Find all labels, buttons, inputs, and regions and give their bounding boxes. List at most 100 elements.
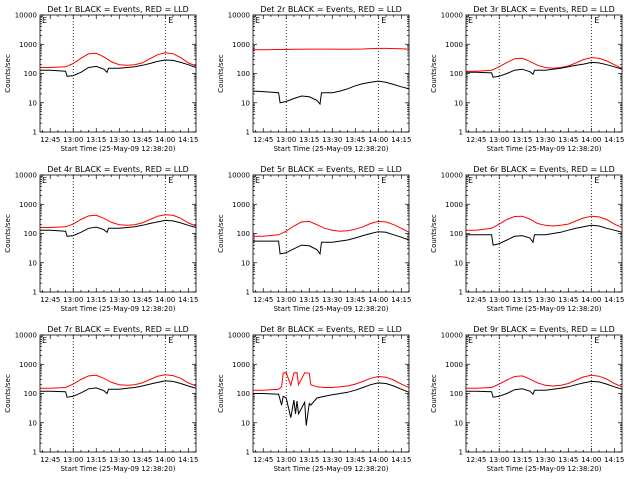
y-tick-label: 100 [24, 390, 37, 398]
x-tick-label: 13:00 [63, 456, 83, 464]
x-tick-label: 14:00 [368, 296, 388, 304]
y-tick-label: 10 [28, 419, 37, 427]
e-marker-1: E [255, 336, 260, 345]
x-tick-label: 13:30 [535, 296, 555, 304]
x-tick-label: 12:45 [253, 296, 273, 304]
y-axis-label: Counts/sec [4, 54, 12, 93]
panel-title: Det 1r BLACK = Events, RED = LLD [47, 5, 189, 14]
detector-panel-9: 1 10 100 1000 10000 12:45 13:00 13:15 13:30 13:45… [430, 325, 624, 473]
panel-title: Det 6r BLACK = Events, RED = LLD [473, 165, 615, 174]
y-tick-label: 1 [33, 129, 37, 137]
y-tick-label: 10 [241, 419, 250, 427]
y-axis-label: Counts/sec [430, 54, 438, 93]
x-tick-label: 14:00 [581, 296, 601, 304]
x-axis-label: Start Time (25-May-09 12:38:20) [273, 145, 388, 153]
e-marker-2: E [168, 16, 173, 25]
y-tick-label: 100 [24, 230, 37, 238]
y-tick-label: 1000 [232, 361, 250, 369]
e-marker-2: E [381, 336, 386, 345]
x-tick-label: 13:30 [109, 136, 129, 144]
x-tick-label: 13:00 [489, 296, 509, 304]
x-tick-label: 13:00 [276, 296, 296, 304]
y-tick-label: 1 [33, 289, 37, 297]
events-series-line [466, 224, 622, 246]
lld-series-line [466, 57, 622, 72]
e-marker-2: E [594, 16, 599, 25]
y-tick-label: 1 [459, 129, 463, 137]
y-tick-label: 10 [28, 99, 37, 107]
e-marker-1: E [42, 16, 47, 25]
x-tick-label: 14:00 [368, 456, 388, 464]
lld-series-line [40, 214, 196, 228]
events-series-line [253, 80, 409, 106]
y-tick-label: 10 [28, 259, 37, 267]
e-marker-1: E [255, 176, 260, 185]
detector-panel-8: 1 10 100 1000 10000 12:45 13:00 13:15 13:30 13:45… [217, 325, 411, 473]
y-tick-label: 10000 [441, 172, 463, 180]
detector-panel-5: 1 10 100 1000 10000 12:45 13:00 13:15 13:30 13:45… [217, 165, 411, 313]
y-tick-label: 1 [246, 449, 250, 457]
e-marker-1: E [468, 176, 473, 185]
y-tick-label: 100 [24, 70, 37, 78]
x-tick-label: 14:15 [391, 136, 411, 144]
lld-series-line [40, 374, 196, 389]
plot-frame [252, 174, 410, 293]
y-tick-label: 1000 [19, 201, 37, 209]
x-tick-label: 14:00 [155, 456, 175, 464]
x-tick-label: 13:15 [512, 456, 532, 464]
detector-panel-6: 1 10 100 1000 10000 12:45 13:00 13:15 13:30 13:45… [430, 165, 624, 313]
y-tick-label: 1000 [232, 201, 250, 209]
x-tick-label: 14:00 [368, 136, 388, 144]
lld-series-line [466, 374, 622, 389]
y-tick-label: 10 [454, 259, 463, 267]
y-tick-label: 1 [459, 289, 463, 297]
x-tick-label: 13:15 [512, 296, 532, 304]
x-tick-label: 13:00 [276, 136, 296, 144]
x-tick-label: 13:00 [63, 296, 83, 304]
plot-frame [39, 334, 197, 453]
x-tick-label: 12:45 [253, 456, 273, 464]
y-tick-label: 10000 [228, 332, 250, 340]
x-tick-label: 13:30 [322, 136, 342, 144]
x-tick-label: 13:15 [299, 296, 319, 304]
detector-panel-1: 1 10 100 1000 10000 12:45 13:00 13:15 13:30 13:45… [4, 5, 198, 153]
plot-frame [252, 334, 410, 453]
e-marker-1: E [468, 336, 473, 345]
x-tick-label: 14:15 [604, 296, 624, 304]
y-tick-label: 100 [237, 70, 250, 78]
panel-title: Det 4r BLACK = Events, RED = LLD [47, 165, 189, 174]
y-tick-label: 100 [450, 390, 463, 398]
y-axis-label: Counts/sec [4, 214, 12, 253]
plot-frame [465, 334, 623, 453]
x-tick-label: 13:30 [535, 136, 555, 144]
plot-frame [465, 14, 623, 133]
x-tick-label: 14:00 [155, 296, 175, 304]
y-tick-label: 1 [459, 449, 463, 457]
y-axis-label: Counts/sec [430, 214, 438, 253]
x-tick-label: 14:15 [604, 136, 624, 144]
x-tick-label: 13:45 [132, 296, 152, 304]
y-tick-label: 1000 [445, 361, 463, 369]
x-tick-label: 13:00 [63, 136, 83, 144]
events-series-line [40, 59, 196, 77]
e-marker-2: E [168, 176, 173, 185]
x-tick-label: 13:45 [132, 456, 152, 464]
y-tick-label: 10000 [228, 12, 250, 20]
panel-title: Det 3r BLACK = Events, RED = LLD [473, 5, 615, 14]
x-tick-label: 13:45 [558, 136, 578, 144]
events-series-line [466, 61, 622, 78]
y-tick-label: 10000 [15, 172, 37, 180]
x-tick-label: 13:15 [299, 136, 319, 144]
x-axis-label: Start Time (25-May-09 12:38:20) [486, 145, 601, 153]
x-tick-label: 14:00 [581, 456, 601, 464]
x-tick-label: 14:15 [391, 296, 411, 304]
y-tick-label: 10000 [15, 332, 37, 340]
x-axis-label: Start Time (25-May-09 12:38:20) [60, 145, 175, 153]
y-tick-label: 100 [450, 230, 463, 238]
y-tick-label: 100 [450, 70, 463, 78]
e-marker-1: E [42, 336, 47, 345]
x-tick-label: 14:15 [604, 456, 624, 464]
e-marker-1: E [255, 16, 260, 25]
plot-frame [252, 14, 410, 133]
